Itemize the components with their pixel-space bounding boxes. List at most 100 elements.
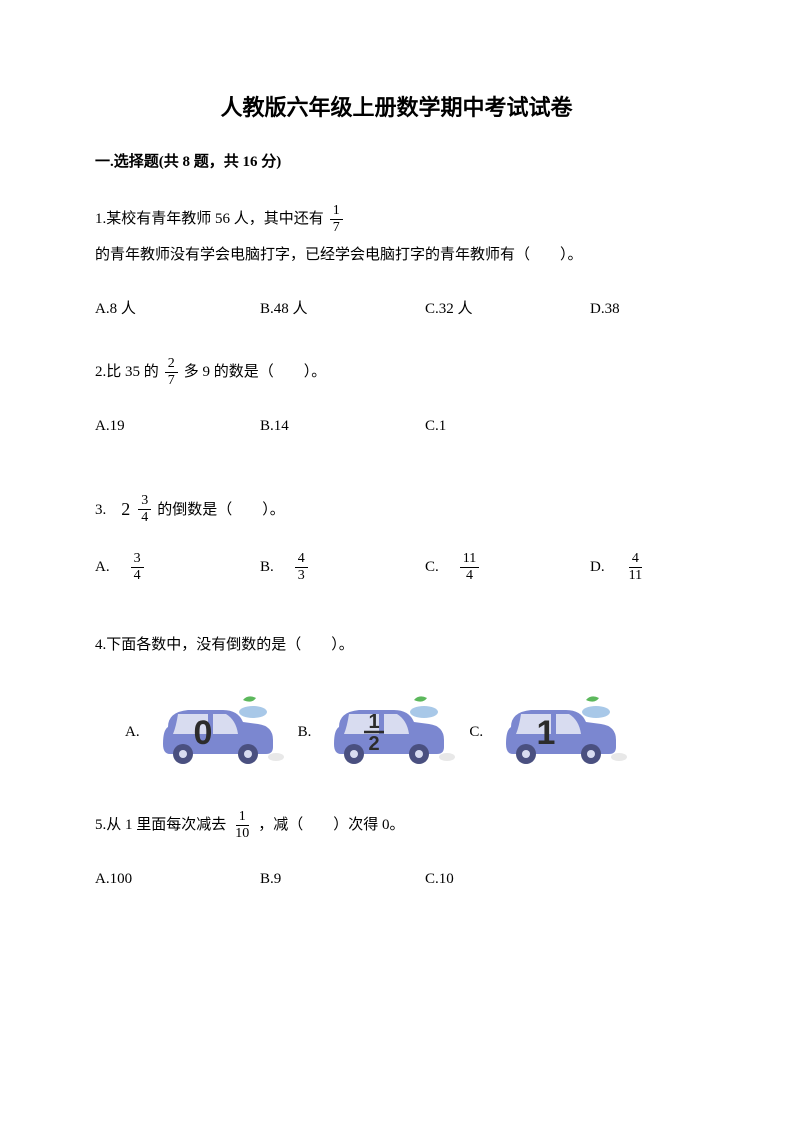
option-text: 8 人: [110, 293, 136, 326]
fraction-numerator: 2: [165, 357, 178, 373]
option-fraction: 11 4: [460, 552, 479, 583]
q1-before: 1.某校有青年教师 56 人，其中还有: [95, 201, 324, 237]
question-2-text: 2.比 35 的 2 7 多 9 的数是（ ）。: [95, 354, 698, 390]
fraction-denominator: 4: [131, 568, 144, 583]
option-label: B: [260, 410, 270, 443]
car-icon: 0: [148, 692, 288, 772]
q1-fraction: 1 7: [330, 204, 343, 235]
section-header: 一.选择题(共 8 题，共 16 分): [95, 150, 698, 171]
option-fraction: 4 11: [626, 552, 645, 583]
fraction-denominator: 3: [295, 568, 308, 583]
q3-mixed-number: 2 3 4: [121, 488, 157, 531]
q1-option-d[interactable]: D.38: [590, 293, 620, 326]
fraction-denominator: 7: [330, 220, 343, 235]
fraction-numerator: 4: [629, 552, 642, 568]
question-4: 4.下面各数中，没有倒数的是（ ）。 A. 0 B.: [95, 629, 698, 772]
q4-option-a[interactable]: A. 0: [125, 692, 288, 772]
fraction-numerator: 1: [236, 810, 249, 826]
q2-after: 多 9 的数是（ ）。: [184, 354, 327, 390]
option-label: B: [260, 293, 270, 326]
q3-options: A. 3 4 B. 4 3 C. 11 4 D. 4 11: [95, 551, 698, 584]
q2-options: A.19 B.14 C.1: [95, 410, 698, 443]
q2-option-c[interactable]: C.1: [425, 410, 590, 443]
fraction-numerator: 3: [138, 494, 151, 510]
question-1: 1.某校有青年教师 56 人，其中还有 1 7 的青年教师没有学会电脑打字，已经…: [95, 201, 698, 326]
q2-option-a[interactable]: A.19: [95, 410, 260, 443]
q3-option-d[interactable]: D. 4 11: [590, 551, 651, 584]
q4-option-c[interactable]: C. 1: [469, 692, 631, 772]
svg-text:0: 0: [193, 714, 212, 752]
option-text: 9: [274, 863, 282, 896]
question-3: 3. 2 3 4 的倒数是（ ）。 A. 3 4 B. 4 3 C.: [95, 488, 698, 584]
q3-option-c[interactable]: C. 11 4: [425, 551, 590, 584]
svg-text:1: 1: [369, 711, 380, 733]
option-label: C: [425, 551, 435, 584]
q5-options: A.100 B.9 C.10: [95, 863, 698, 896]
q5-option-a[interactable]: A.100: [95, 863, 260, 896]
q5-option-c[interactable]: C.10: [425, 863, 590, 896]
fraction-numerator: 1: [330, 204, 343, 220]
question-2: 2.比 35 的 2 7 多 9 的数是（ ）。 A.19 B.14 C.1: [95, 354, 698, 443]
option-text: 19: [110, 410, 125, 443]
mixed-whole: 2: [121, 488, 130, 531]
q5-option-b[interactable]: B.9: [260, 863, 425, 896]
option-label: B: [260, 551, 270, 584]
q1-option-c[interactable]: C.32 人: [425, 293, 590, 326]
q3-option-a[interactable]: A. 3 4: [95, 551, 260, 584]
fraction-denominator: 10: [232, 826, 252, 841]
q3-option-b[interactable]: B. 4 3: [260, 551, 425, 584]
option-fraction: 4 3: [295, 552, 308, 583]
q1-option-a[interactable]: A.8 人: [95, 293, 260, 326]
option-fraction: 3 4: [131, 552, 144, 583]
question-5-text: 5.从 1 里面每次减去 1 10 ，减（ ）次得 0。: [95, 807, 698, 843]
fraction-denominator: 4: [138, 510, 151, 525]
question-3-text: 3. 2 3 4 的倒数是（ ）。: [95, 488, 698, 531]
option-text: 10: [439, 863, 454, 896]
question-4-text: 4.下面各数中，没有倒数的是（ ）。: [95, 629, 698, 662]
svg-text:2: 2: [369, 733, 380, 755]
svg-text:1: 1: [537, 714, 556, 752]
q4-option-b[interactable]: B. 1 2: [298, 692, 460, 772]
fraction-numerator: 3: [131, 552, 144, 568]
option-label: C: [425, 863, 435, 896]
option-label: A: [95, 293, 106, 326]
section-name: 选择题: [114, 154, 159, 170]
q3-before: 3.: [95, 492, 121, 528]
option-label: B.: [298, 716, 312, 749]
question-1-text: 1.某校有青年教师 56 人，其中还有 1 7 的青年教师没有学会电脑打字，已经…: [95, 201, 698, 273]
mixed-fraction: 3 4: [138, 494, 151, 525]
fraction-denominator: 4: [463, 568, 476, 583]
car-icon: 1: [491, 692, 631, 772]
section-number: 一: [95, 154, 110, 170]
option-text: 38: [605, 293, 620, 326]
q1-options: A.8 人 B.48 人 C.32 人 D.38: [95, 293, 698, 326]
option-text: 32 人: [439, 293, 473, 326]
q3-after: 的倒数是（ ）。: [157, 492, 285, 528]
fraction-denominator: 7: [165, 373, 178, 388]
fraction-numerator: 11: [460, 552, 479, 568]
q1-option-b[interactable]: B.48 人: [260, 293, 425, 326]
option-label: A.: [125, 716, 140, 749]
fraction-denominator: 11: [626, 568, 645, 583]
option-label: D: [590, 293, 601, 326]
option-label: B: [260, 863, 270, 896]
option-text: 100: [110, 863, 133, 896]
option-text: 48 人: [274, 293, 308, 326]
page-title: 人教版六年级上册数学期中考试试卷: [95, 90, 698, 122]
q5-before: 5.从 1 里面每次减去: [95, 807, 226, 843]
car-icon: 1 2: [319, 692, 459, 772]
section-meta: (共 8 题，共 16 分): [159, 154, 282, 170]
option-label: A: [95, 410, 106, 443]
question-5: 5.从 1 里面每次减去 1 10 ，减（ ）次得 0。 A.100 B.9 C…: [95, 807, 698, 896]
option-text: 1: [439, 410, 447, 443]
option-label: C.: [469, 716, 483, 749]
q5-after: ，减（ ）次得 0。: [258, 807, 404, 843]
option-label: A: [95, 551, 106, 584]
q2-fraction: 2 7: [165, 357, 178, 388]
q1-after: 的青年教师没有学会电脑打字，已经学会电脑打字的青年教师有（ ）。: [95, 237, 583, 273]
q2-option-b[interactable]: B.14: [260, 410, 425, 443]
q4-car-options: A. 0 B.: [95, 692, 698, 772]
q2-before: 2.比 35 的: [95, 354, 159, 390]
q5-fraction: 1 10: [232, 810, 252, 841]
option-label: A: [95, 863, 106, 896]
